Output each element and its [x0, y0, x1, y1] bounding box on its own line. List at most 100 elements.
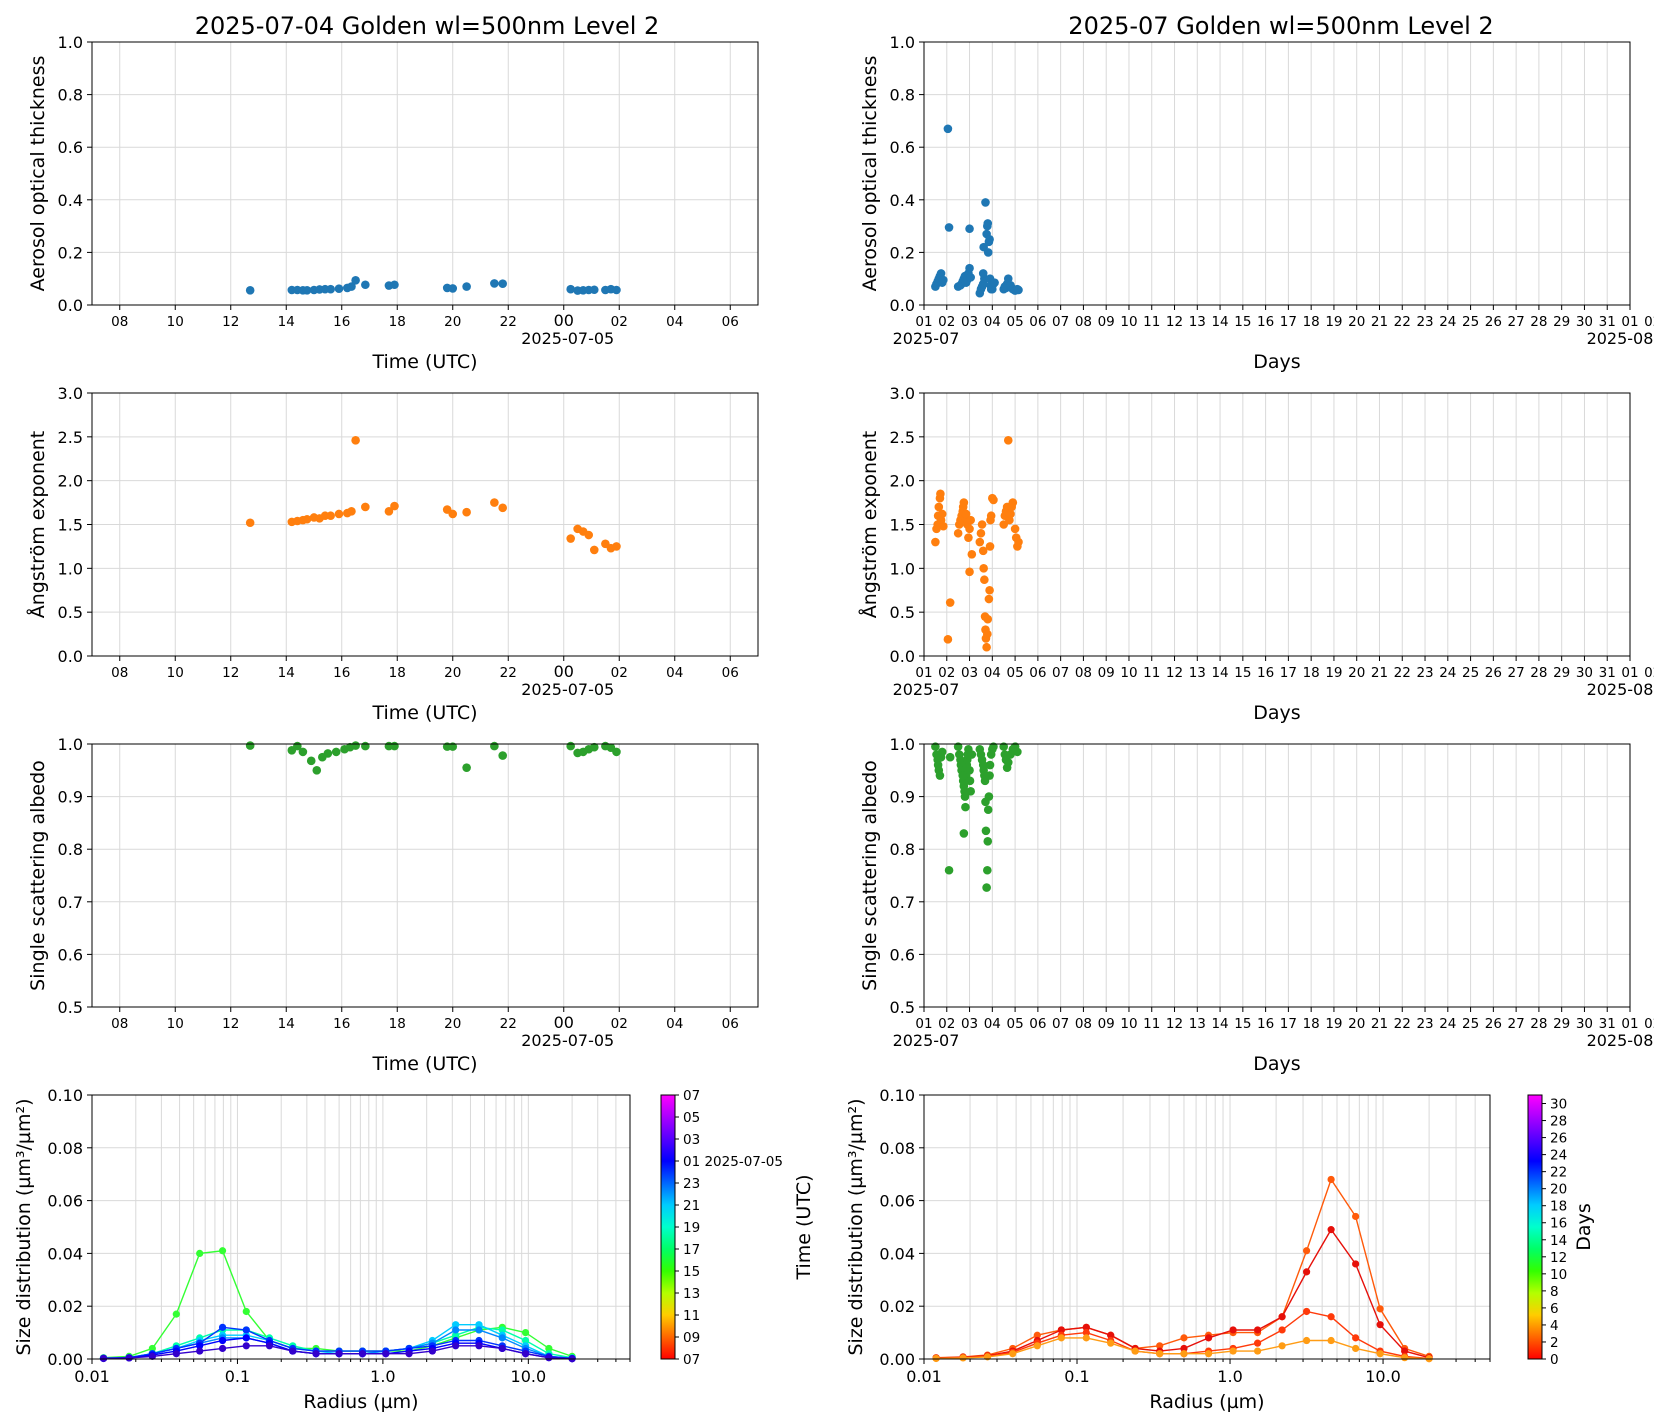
x-tick-label: 0.01 [74, 1367, 110, 1386]
x-tick-label: 07 [1052, 314, 1069, 330]
data-point [490, 498, 499, 507]
data-point [245, 285, 255, 295]
y-axis-label: Single scattering albedo [27, 760, 49, 991]
x-axis-label: Days [1253, 702, 1300, 724]
data-point [980, 575, 989, 585]
x-tick-label: 03 [961, 665, 978, 681]
data-point [975, 537, 985, 547]
series-point [1107, 1339, 1115, 1347]
x-tick-label: 10 [167, 314, 184, 330]
ssa_day-panel: 08 10 12 14 16 18 20 22 00 02 04 06 0.5 0.6 0.7 0.8 0.9 1… [27, 735, 759, 1075]
colorbar-tick-label: 26 [1550, 1131, 1567, 1147]
data-point [943, 124, 953, 134]
data-point [498, 279, 508, 288]
x-axis-label: Radius (µm) [303, 1391, 418, 1413]
x-tick-label: 10 [1120, 1016, 1137, 1032]
data-point [584, 530, 594, 540]
x-tick-label: 10 [167, 665, 184, 681]
y-tick-label: 0.00 [47, 1350, 83, 1369]
y-tick-label: 0.7 [890, 893, 915, 912]
data-point [245, 518, 255, 528]
x-tick-label: 27 [1508, 314, 1525, 330]
x-tick-label: 19 [1325, 1016, 1342, 1032]
x-tick-label: 14 [278, 665, 295, 681]
x-tick-label: 11 [1143, 1016, 1160, 1032]
y-tick-label: 0.2 [58, 243, 83, 262]
x-tick-label: 01 [915, 1016, 932, 1032]
series-point [1253, 1339, 1262, 1347]
data-point [306, 756, 316, 766]
x-axis-label: Days [1253, 1053, 1300, 1075]
y-tick-label: 0.5 [890, 603, 915, 622]
series-point [1376, 1350, 1384, 1358]
x-tick-label: 09 [1098, 1016, 1115, 1032]
series-point [242, 1326, 250, 1334]
colorbar-tick-label: 4 [1550, 1318, 1559, 1334]
data-point [936, 489, 945, 499]
x-tick-label: 03 [961, 1016, 978, 1032]
y-tick-label: 0.5 [58, 998, 83, 1017]
x-tick-label: 12 [222, 314, 239, 330]
data-point [989, 495, 998, 505]
aod_month-panel: 01 02 03 04 05 06 07 08 09 10 11 12 13 14 15 16 17 18 19 20… [859, 33, 1654, 373]
y-tick-label: 1.5 [58, 516, 83, 535]
left-column-title: 2025-07-04 Golden wl=500nm Level 2 [195, 12, 660, 40]
x-tick-label: 06 [722, 314, 739, 330]
x-tick-label: 27 [1508, 1016, 1525, 1032]
series-point [1204, 1334, 1213, 1342]
x-tick-label: 1.0 [370, 1367, 395, 1386]
x-tick-label: 06 [1029, 1016, 1046, 1032]
series-point [932, 1354, 940, 1363]
size_month-panel: 0.01 0.1 1.0 10.0 0.00 0.02 0.04 0.06 0.08 0.10 Ra… [845, 1086, 1491, 1413]
data-point [943, 635, 953, 644]
data-point [390, 501, 399, 511]
y-axis-label: Aerosol optical thickness [859, 56, 881, 292]
colorbar-gradient [1527, 1094, 1543, 1360]
series-point [1352, 1344, 1360, 1353]
x-tick-label: 20 [1348, 1016, 1365, 1032]
x-tick-label: 15 [1234, 314, 1251, 330]
x-tick-label: 18 [1303, 665, 1320, 681]
x-tick-label: 08 [111, 314, 128, 330]
x-tick-label: 08 [1075, 1016, 1092, 1032]
y-tick-label: 0.4 [58, 191, 83, 210]
data-point [589, 285, 599, 295]
ang_month-panel: 01 02 03 04 05 06 07 08 09 10 11 12 13 14 15 16 17 18 19 20… [858, 384, 1654, 724]
data-point [983, 629, 992, 639]
x-tick-label: 18 [389, 665, 406, 681]
plot-frame [923, 743, 1631, 1008]
y-axis-label: Ångström exponent [858, 431, 881, 619]
data-point [985, 234, 994, 244]
data-point [384, 507, 394, 516]
data-point [984, 792, 994, 801]
x-tick-label: 25 [1462, 665, 1479, 681]
data-point [334, 284, 344, 293]
x-tick-label: 01 [1621, 665, 1638, 681]
x-tick-label: 29 [1553, 665, 1570, 681]
x-tick-label: 05 [1007, 1016, 1024, 1032]
data-point [983, 614, 993, 624]
data-point [937, 747, 947, 757]
colorbar-tick-label: 10 [1550, 1267, 1567, 1283]
data-point [1008, 498, 1018, 507]
x-tick-label: 1.0 [1217, 1367, 1242, 1386]
series-point [1082, 1323, 1090, 1331]
x-tick-label: 07 [1052, 1016, 1069, 1032]
x-axis-label: Radius (µm) [1149, 1391, 1264, 1413]
data-point [302, 285, 312, 295]
colorbar-tick-label: 07 [683, 1352, 700, 1368]
data-point [1014, 537, 1023, 547]
series-point [358, 1350, 367, 1358]
y-tick-label: 0.6 [58, 945, 83, 964]
data-point [361, 280, 370, 290]
series-point [1057, 1334, 1065, 1342]
data-point [937, 509, 947, 519]
x-tick-label: 01 [1621, 314, 1638, 330]
y-tick-label: 0.8 [58, 86, 83, 105]
aod_day-panel: 08 10 12 14 16 18 20 22 00 02 04 06 0.0 0.2 0.4 0.6 0.8 1… [27, 33, 759, 373]
data-point [961, 509, 971, 519]
series-point [1229, 1326, 1237, 1334]
series-point [1302, 1336, 1311, 1345]
x-end-date-label: 2025-08 [1587, 680, 1654, 699]
data-point [589, 742, 599, 752]
